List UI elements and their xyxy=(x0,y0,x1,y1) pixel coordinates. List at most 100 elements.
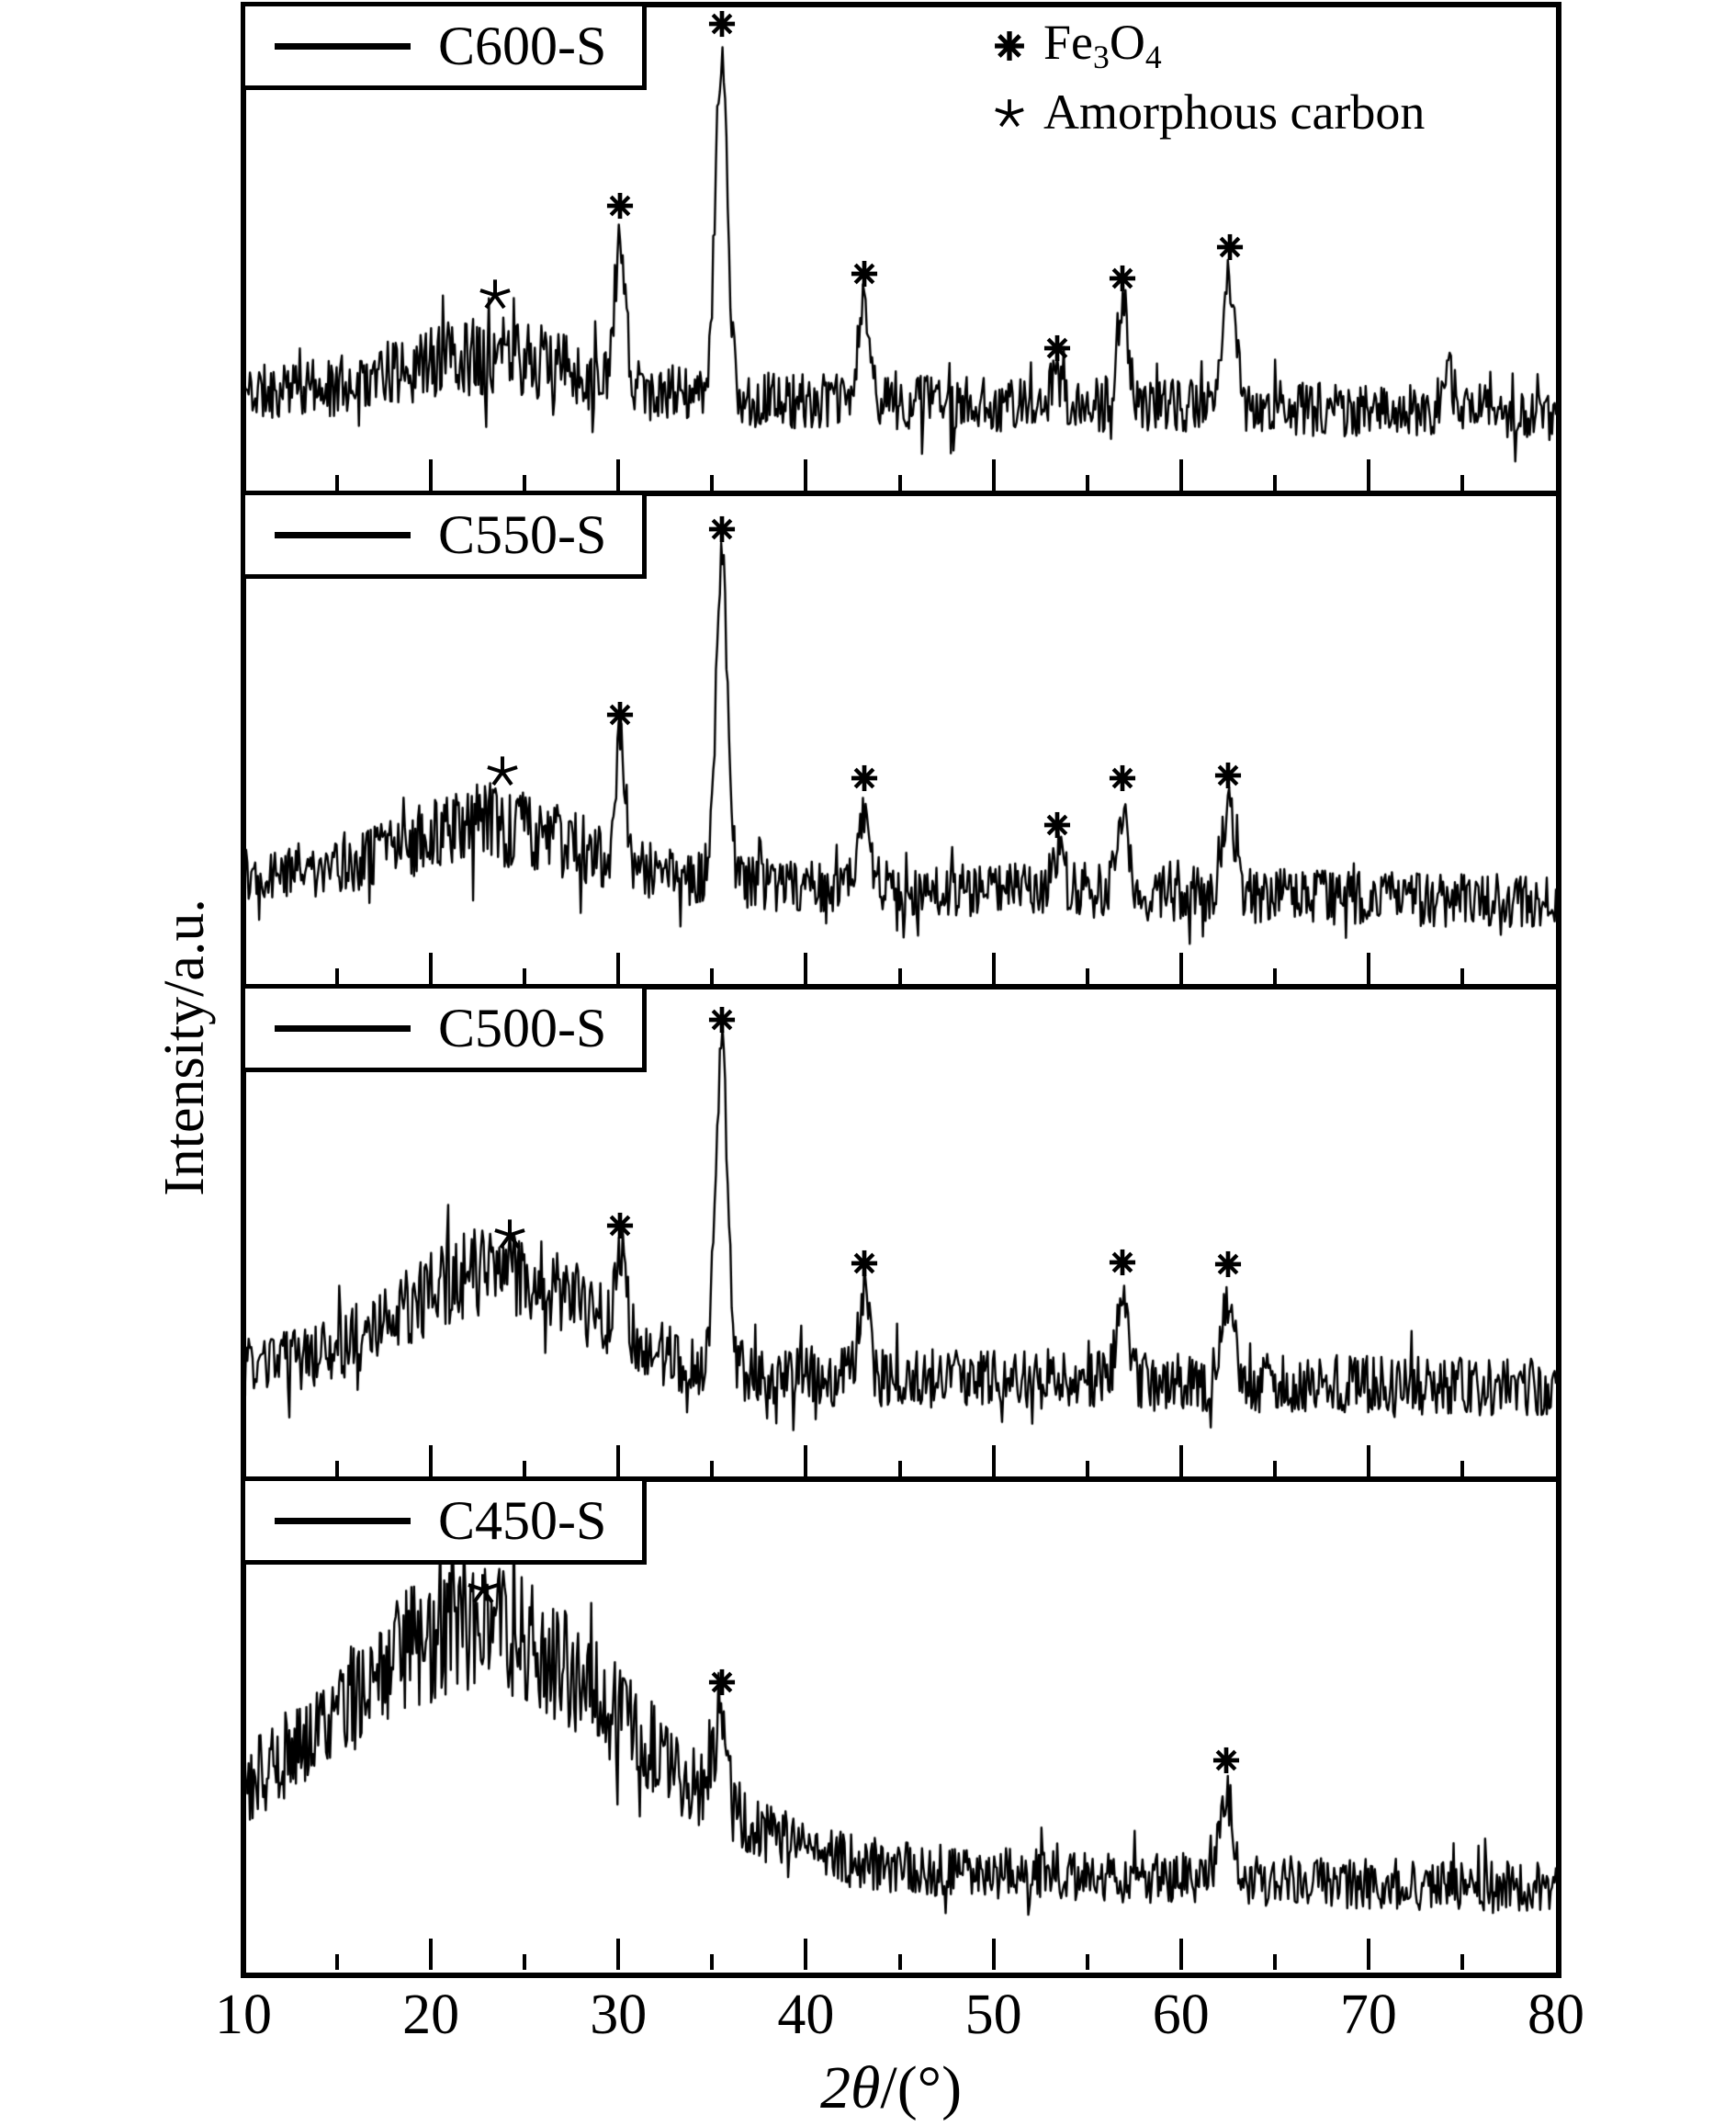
x-tick-minor xyxy=(1460,1954,1464,1970)
legend-label: C450-S xyxy=(438,1490,607,1551)
fe3o4-peak-marker xyxy=(708,1006,736,1034)
x-tick-label: 40 xyxy=(777,1984,835,2046)
x-tick-minor xyxy=(710,1954,715,1970)
x-tick-minor xyxy=(1272,475,1277,491)
x-tick-label: 60 xyxy=(1152,1984,1210,2046)
x-tick-minor xyxy=(1085,968,1089,984)
amorphous-carbon-marker xyxy=(479,277,512,310)
formula-part: 4 xyxy=(1144,39,1162,76)
x-tick-major xyxy=(429,1939,434,1970)
formula-part: 3 xyxy=(1093,39,1110,76)
x-tick-minor xyxy=(710,475,715,491)
fe3o4-peak-marker xyxy=(1216,233,1244,261)
legend-label: C550-S xyxy=(438,504,607,565)
fe3o4-peak-marker xyxy=(1109,1249,1136,1276)
x-tick-minor xyxy=(1085,475,1089,491)
x-tick-label: 80 xyxy=(1527,1984,1584,2046)
fe3o4-peak-marker xyxy=(851,260,878,288)
x-tick-minor xyxy=(523,1954,527,1970)
x-tick-major xyxy=(1366,1939,1370,1970)
x-tick-minor xyxy=(1460,1461,1464,1476)
x-tick-label: 10 xyxy=(215,1984,272,2046)
x-tick-major xyxy=(429,1445,434,1476)
x-tick-minor xyxy=(335,1954,340,1970)
x-tick-major xyxy=(1366,1445,1370,1476)
x-tick-minor xyxy=(1460,968,1464,984)
fe3o4-peak-marker xyxy=(606,1212,634,1239)
x-tick-major xyxy=(429,953,434,984)
x-tick-major xyxy=(991,1939,996,1970)
fe3o4-peak-marker xyxy=(1109,265,1136,292)
y-axis-title: Intensity/a.u. xyxy=(153,899,216,1196)
x-tick-major xyxy=(616,953,621,984)
x-tick-major xyxy=(616,1445,621,1476)
x-tick-minor xyxy=(897,475,902,491)
x-tick-minor xyxy=(710,1461,715,1476)
fe3o4-peak-marker xyxy=(851,1250,878,1277)
x-tick-minor xyxy=(1272,1954,1277,1970)
x-tick-minor xyxy=(335,475,340,491)
x-tick-major xyxy=(804,1445,808,1476)
fe3o4-asterisk-icon xyxy=(994,30,1025,62)
fe3o4-legend-row: Fe3O4 xyxy=(994,13,1425,79)
fe3o4-peak-marker xyxy=(1214,1250,1242,1278)
fe3o4-peak-marker xyxy=(708,10,736,38)
x-tick-major xyxy=(429,459,434,491)
x-tick-major xyxy=(991,1445,996,1476)
x-tick-major xyxy=(804,1939,808,1970)
x-tick-major xyxy=(1366,953,1370,984)
formula-part: Fe xyxy=(1043,15,1093,71)
x-axis-title: 2θ/(°) xyxy=(820,2058,962,2119)
x-tick-minor xyxy=(897,968,902,984)
legend-line-sample xyxy=(275,42,411,50)
x-tick-minor xyxy=(1085,1954,1089,1970)
legend-box-c550s: C550-S xyxy=(241,491,647,579)
x-tick-minor xyxy=(335,968,340,984)
panel-divider xyxy=(243,491,1556,496)
x-tick-minor xyxy=(710,968,715,984)
x-tick-minor xyxy=(335,1461,340,1476)
legend-line-sample xyxy=(275,531,411,538)
x-tick-minor xyxy=(523,1461,527,1476)
x-tick-minor xyxy=(897,1461,902,1476)
x-tick-major xyxy=(991,459,996,491)
fe3o4-peak-marker xyxy=(606,701,634,729)
fe3o4-peak-marker xyxy=(1043,811,1071,839)
carbon-label: Amorphous carbon xyxy=(1043,85,1426,140)
x-axis-title-units: /(°) xyxy=(880,2054,963,2121)
x-tick-major xyxy=(804,953,808,984)
legend-box-c600s: C600-S xyxy=(241,2,647,90)
fe3o4-peak-marker xyxy=(708,1668,736,1696)
x-tick-label: 50 xyxy=(964,1984,1022,2046)
carbon-legend-row: Amorphous carbon xyxy=(994,79,1425,145)
fe3o4-peak-marker xyxy=(1212,1747,1240,1774)
x-tick-major xyxy=(616,459,621,491)
x-tick-major xyxy=(1178,1445,1183,1476)
x-tick-label: 70 xyxy=(1339,1984,1397,2046)
x-tick-minor xyxy=(1460,475,1464,491)
x-tick-major xyxy=(804,459,808,491)
legend-annotation: Fe3O4 Amorphous carbon xyxy=(994,13,1425,145)
fe3o4-peak-marker xyxy=(851,764,878,792)
carbon-star-icon xyxy=(994,96,1025,128)
legend-box-c450s: C450-S xyxy=(241,1476,647,1565)
amorphous-carbon-marker xyxy=(486,753,519,786)
legend-label: C500-S xyxy=(438,998,607,1058)
legend-line-sample xyxy=(275,1517,411,1524)
amorphous-carbon-marker xyxy=(467,1571,500,1604)
fe3o4-label: Fe3O4 xyxy=(1043,17,1162,74)
x-tick-minor xyxy=(1085,1461,1089,1476)
x-tick-label: 30 xyxy=(590,1984,648,2046)
legend-line-sample xyxy=(275,1024,411,1032)
formula-part: O xyxy=(1109,15,1145,71)
x-tick-minor xyxy=(897,1954,902,1970)
x-tick-major xyxy=(991,953,996,984)
fe3o4-peak-marker xyxy=(1214,762,1242,789)
x-tick-major xyxy=(1178,953,1183,984)
panel-divider xyxy=(243,984,1556,989)
x-tick-major xyxy=(1366,459,1370,491)
legend-box-c500s: C500-S xyxy=(241,984,647,1072)
fe3o4-peak-marker xyxy=(1109,764,1136,792)
amorphous-carbon-marker xyxy=(493,1216,526,1250)
